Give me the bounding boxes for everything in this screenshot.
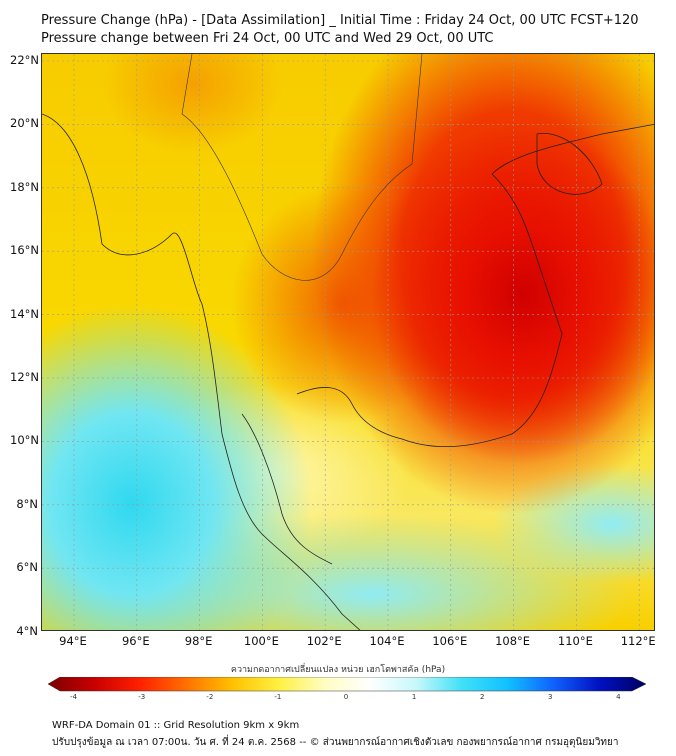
colorbar-gradient [48,677,647,692]
lat-label: 18°N [10,179,39,194]
colorbar-tick-label: 0 [343,693,349,701]
colorbar-tick-label: -2 [206,693,214,701]
footer-model-info: WRF-DA Domain 01 :: Grid Resolution 9km … [52,720,300,731]
lon-label: 100°E [243,634,279,648]
colorbar-title: ความกดอากาศเปลี่ยนแปลง หน่วย เฮกโตพาสคัล… [230,665,446,675]
lon-label: 110°E [557,634,593,648]
colorbar-tick-label: -1 [274,693,282,701]
chart-title: Pressure Change (hPa) - [Data Assimilati… [41,13,639,28]
lon-label: 108°E [495,634,531,648]
colorbar-tick-label: 2 [479,693,485,701]
chart-subtitle: Pressure change between Fri 24 Oct, 00 U… [41,31,494,46]
lat-label: 20°N [10,116,39,131]
lon-label: 102°E [306,634,342,648]
lon-label: 112°E [620,634,656,648]
lat-label: 8°N [16,496,38,511]
colorbar [48,677,647,692]
colorbar-tick-label: 3 [548,693,553,701]
colorbar-tick-label: -3 [138,693,146,701]
coastlines [42,54,654,630]
lat-label: 22°N [10,53,39,67]
lat-label: 14°N [10,306,39,321]
colorbar-tick-label: 1 [411,693,417,701]
colorbar-tick-label: 4 [616,693,621,701]
colorbar-tick-label: -4 [70,693,78,701]
footer-credits: ปรับปรุงข้อมูล ณ เวลา 07:00น. วัน ศ. ที่… [52,737,619,748]
map-overlay [42,54,654,630]
lon-label: 98°E [184,634,213,648]
lat-label: 16°N [10,243,39,258]
pressure-change-map [41,53,655,631]
lat-label: 12°N [10,370,39,384]
lat-label: 4°N [16,623,38,638]
lat-label: 10°N [10,433,39,448]
lon-label: 104°E [369,634,405,648]
lon-label: 96°E [121,634,150,648]
lon-label: 94°E [59,634,87,648]
lat-label: 6°N [16,560,38,575]
lon-label: 106°E [432,634,468,648]
